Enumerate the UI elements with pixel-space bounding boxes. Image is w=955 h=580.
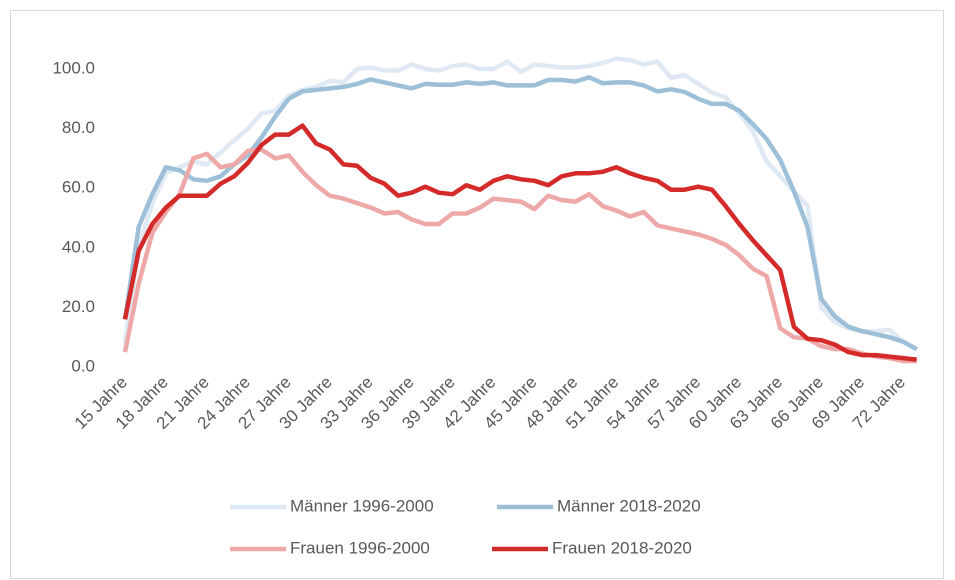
- legend-label: Männer 1996-2000: [290, 496, 434, 515]
- y-tick-label: 20.0: [62, 297, 95, 316]
- line: [122, 56, 918, 352]
- y-tick-label: 60.0: [62, 178, 95, 197]
- legend-label: Frauen 1996-2000: [290, 538, 430, 557]
- line: [122, 75, 918, 352]
- y-tick-label: 80.0: [62, 118, 95, 137]
- y-tick-label: 40.0: [62, 237, 95, 256]
- y-tick-label: 100.0: [52, 58, 95, 77]
- line: [122, 123, 917, 362]
- y-tick-label: 0.0: [71, 356, 95, 375]
- chart-frame: [10, 10, 944, 579]
- legend-label: Frauen 2018-2020: [552, 538, 692, 557]
- legend-label: Männer 2018-2020: [557, 496, 701, 515]
